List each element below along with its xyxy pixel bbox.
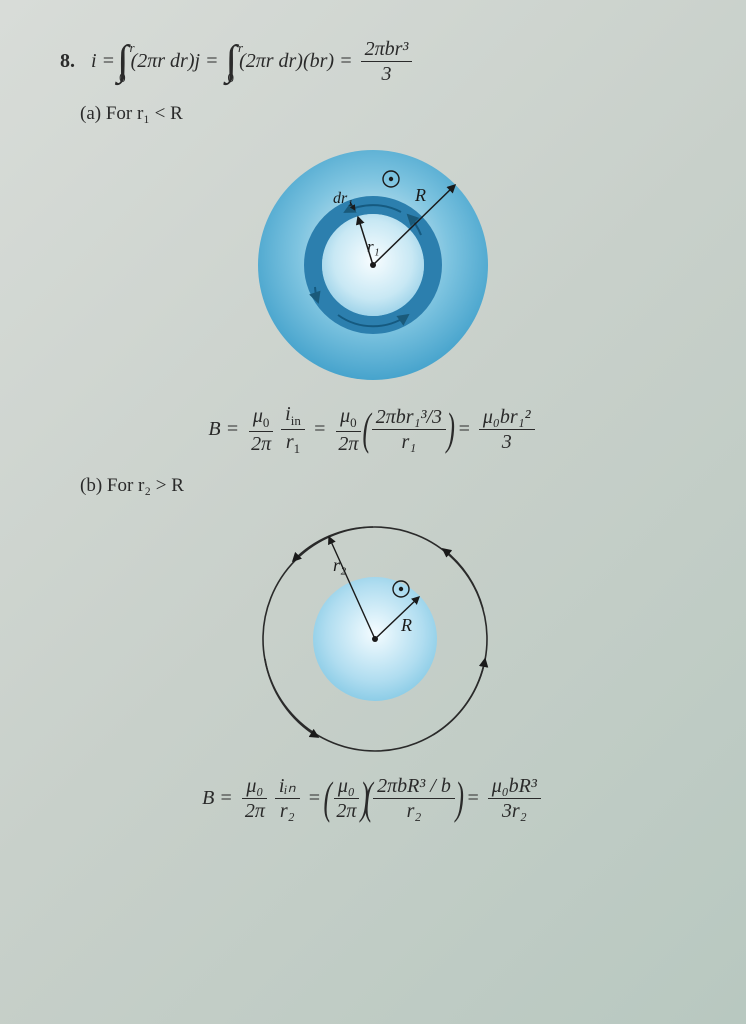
part-b-label: (b) For r₂ > R [80, 475, 706, 497]
label-dr1: dr₁ [333, 190, 353, 207]
lhs: i = [91, 50, 115, 73]
figure-a: R r₁ dr₁ [40, 137, 706, 387]
int2-body: (2πr dr)(br) = [239, 50, 353, 73]
equation-b: B = μ₀ 2π iᵢₙ r₂ = ( μ₀ 2π ) ( 2πbR³ / b… [40, 775, 706, 822]
label-R-a: R [414, 185, 426, 205]
label-r2: r₂ [333, 555, 346, 575]
part-a-label: (a) For r₁ < R [80, 103, 706, 125]
integral-1: ∫ r 0 [117, 47, 129, 76]
main-result-frac: 2πbr³ 3 [361, 38, 413, 85]
equation-a: B = μ0 2π iin r1 = μ0 2π ( 2πbr₁³/3 r₁ )… [40, 403, 706, 457]
label-r1: r₁ [367, 237, 380, 256]
main-equation: 8. i = ∫ r 0 (2πr dr)j = ∫ r 0 (2πr dr)(… [60, 38, 706, 85]
figure-b: R r₂ [40, 509, 706, 759]
label-R-b: R [400, 615, 412, 635]
integral-2: ∫ r 0 [226, 47, 238, 76]
int1-body: (2πr dr)j = [131, 50, 219, 73]
problem-number: 8. [60, 50, 75, 73]
